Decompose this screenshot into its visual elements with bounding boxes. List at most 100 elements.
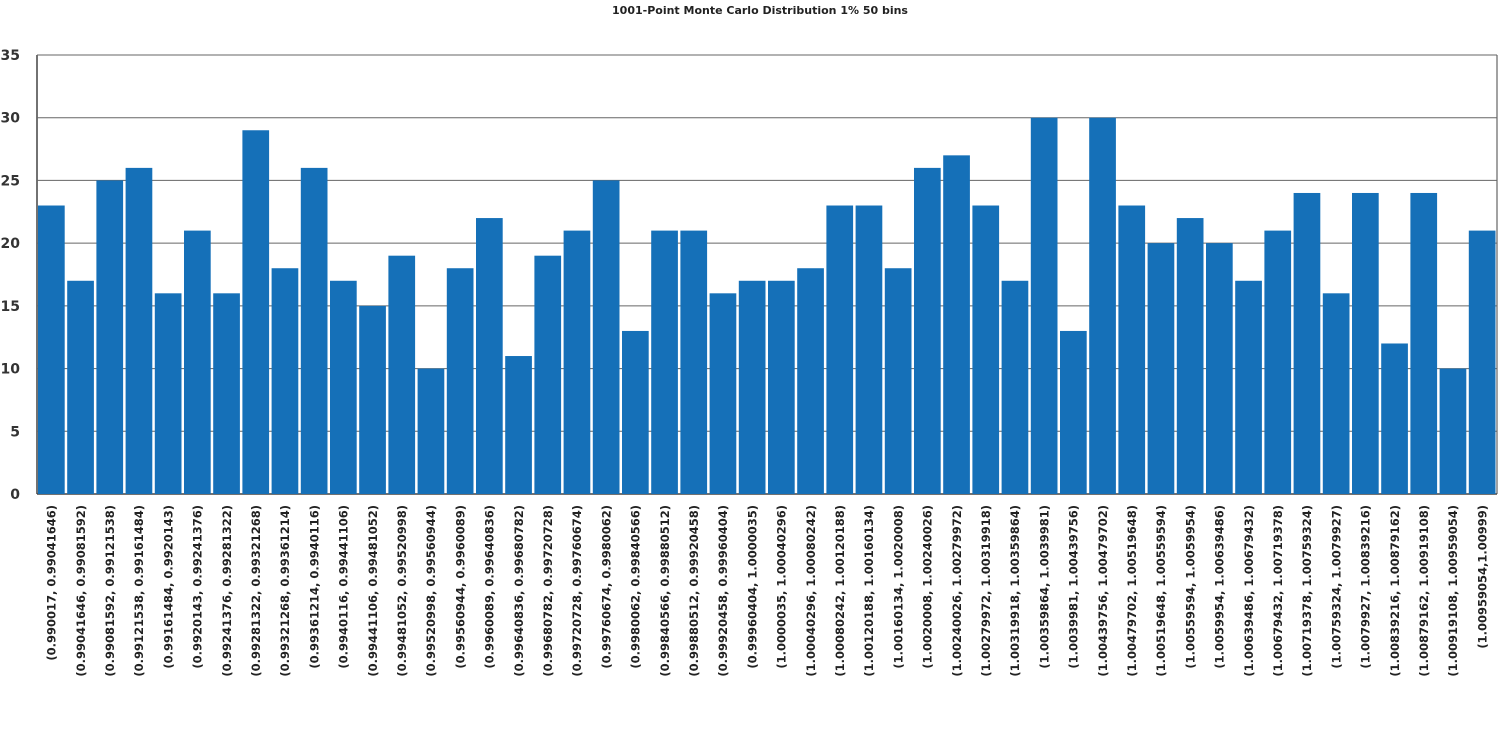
bar bbox=[1147, 243, 1175, 494]
bar bbox=[300, 167, 328, 494]
bar bbox=[38, 205, 65, 494]
x-tick-label: (0.99241376, 0.99281322) bbox=[220, 505, 234, 677]
x-tick-label: (0.99321268, 0.99361214) bbox=[278, 505, 292, 677]
y-tick-label: 15 bbox=[1, 299, 20, 315]
bar bbox=[213, 293, 240, 494]
x-tick-label: (0.99760674, 0.9980062) bbox=[599, 505, 613, 669]
bar bbox=[1381, 343, 1408, 494]
bar bbox=[1264, 230, 1292, 494]
x-tick-label: (0.99680782, 0.99720728) bbox=[541, 505, 555, 677]
x-tick-label: (0.99920458, 0.99960404) bbox=[716, 505, 730, 677]
bar bbox=[797, 268, 824, 494]
bar bbox=[1235, 280, 1262, 494]
y-tick-label: 35 bbox=[1, 48, 20, 64]
bar bbox=[505, 356, 532, 494]
x-tick-label: (1.00919108, 1.00959054) bbox=[1446, 505, 1460, 677]
bar bbox=[242, 130, 270, 494]
bar bbox=[534, 255, 562, 494]
bar bbox=[622, 330, 649, 494]
bar bbox=[67, 280, 94, 494]
bar bbox=[1030, 117, 1058, 494]
bar bbox=[592, 180, 620, 494]
x-tick-label: (1.00120188, 1.00160134) bbox=[862, 505, 876, 677]
x-tick-label: (1.00519648, 1.00559594) bbox=[1154, 505, 1168, 677]
x-tick-label: (1.00959054,1.00999) bbox=[1475, 505, 1489, 649]
bar bbox=[96, 180, 124, 494]
x-tick-label: (1.00160134, 1.0020008) bbox=[891, 505, 905, 669]
bar bbox=[1118, 205, 1146, 494]
x-tick-label: (0.99720728, 0.99760674) bbox=[570, 505, 584, 677]
y-tick-label: 30 bbox=[1, 111, 21, 127]
bar bbox=[855, 205, 883, 494]
bar bbox=[330, 280, 357, 494]
x-tick-label: (0.9940116, 0.99441106) bbox=[337, 505, 351, 669]
bar bbox=[1322, 293, 1350, 494]
y-tick-label: 10 bbox=[1, 362, 21, 378]
x-tick-label: (1.00679432, 1.00719378) bbox=[1271, 505, 1285, 677]
x-tick-label: (1.00279972, 1.00319918) bbox=[979, 505, 993, 677]
x-tick-label: (0.9980062, 0.99840566) bbox=[629, 505, 643, 669]
x-tick-label: (1.00439756, 1.00479702) bbox=[1096, 505, 1110, 677]
bar bbox=[388, 255, 416, 494]
bar bbox=[884, 268, 912, 494]
bar bbox=[1468, 230, 1496, 494]
x-tick-label: (0.99121538, 0.99161484) bbox=[132, 505, 146, 677]
y-tick-label: 0 bbox=[10, 487, 20, 503]
bar bbox=[563, 230, 591, 494]
y-tick-label: 5 bbox=[10, 424, 20, 440]
x-tick-label: (1.00240026, 1.00279972) bbox=[950, 505, 964, 677]
x-tick-label: (0.9960089, 0.99640836) bbox=[483, 505, 497, 669]
bar bbox=[125, 167, 153, 494]
x-tick-label: (0.99481052, 0.99520998) bbox=[395, 505, 409, 677]
x-tick-label: (1.00639486, 1.00679432) bbox=[1242, 505, 1256, 677]
x-tick-label: (0.99361214, 0.9940116) bbox=[307, 505, 321, 669]
x-tick-label: (1.0059954, 1.00639486) bbox=[1213, 505, 1227, 669]
bar bbox=[1410, 192, 1438, 494]
bar bbox=[709, 293, 737, 494]
y-tick-label: 20 bbox=[1, 236, 21, 252]
bar bbox=[446, 268, 474, 494]
bar bbox=[154, 293, 182, 494]
x-tick-label: (1.00359864, 1.0039981) bbox=[1037, 505, 1051, 669]
x-tick-label: (0.99081592, 0.99121538) bbox=[103, 505, 117, 677]
bar bbox=[359, 305, 386, 494]
x-tick-label: (0.99880512, 0.99920458) bbox=[687, 505, 701, 677]
x-tick-label: (0.99041646, 0.99081592) bbox=[74, 505, 88, 677]
x-tick-label: (0.99960404, 1.0000035) bbox=[745, 505, 759, 669]
bar bbox=[271, 268, 299, 494]
x-tick-label: (0.990017, 0.99041646) bbox=[45, 505, 59, 661]
bar bbox=[1352, 192, 1379, 494]
bar bbox=[1001, 280, 1029, 494]
x-tick-label: (0.99840566, 0.99880512) bbox=[658, 505, 672, 677]
x-tick-label: (1.00040296, 1.00080242) bbox=[804, 505, 818, 677]
x-tick-label: (0.99520998, 0.99560944) bbox=[424, 505, 438, 677]
bar bbox=[1439, 368, 1467, 494]
x-tick-label: (1.00319918, 1.00359864) bbox=[1008, 505, 1022, 677]
x-tick-label: (1.00759324, 1.0079927) bbox=[1329, 505, 1343, 669]
x-tick-label: (1.00839216, 1.00879162) bbox=[1388, 505, 1402, 677]
x-tick-label: (0.99161484, 0.9920143) bbox=[161, 505, 175, 669]
x-tick-label: (1.00559594, 1.0059954) bbox=[1183, 505, 1197, 669]
x-tick-label: (0.9920143, 0.99241376) bbox=[191, 505, 205, 669]
x-tick-label: (1.00879162, 1.00919108) bbox=[1417, 505, 1431, 677]
bar bbox=[914, 167, 941, 494]
x-tick-label: (1.0020008, 1.00240026) bbox=[921, 505, 935, 669]
bar bbox=[680, 230, 708, 494]
x-tick-label: (0.99560944, 0.9960089) bbox=[453, 505, 467, 669]
bar bbox=[1293, 192, 1321, 494]
bar bbox=[417, 368, 445, 494]
chart-title: 1001-Point Monte Carlo Distribution 1% 5… bbox=[612, 4, 908, 17]
x-tick-label: (0.99640836, 0.99680782) bbox=[512, 505, 526, 677]
bar bbox=[826, 205, 854, 494]
bar bbox=[1206, 243, 1233, 494]
bar bbox=[1176, 218, 1204, 495]
x-tick-label: (1.00479702, 1.00519648) bbox=[1125, 505, 1139, 677]
x-tick-label: (0.99281322, 0.99321268) bbox=[249, 505, 263, 677]
x-tick-label: (1.00080242, 1.00120188) bbox=[833, 505, 847, 677]
y-tick-label: 25 bbox=[1, 173, 20, 189]
bar bbox=[1060, 330, 1087, 494]
x-tick-label: (1.0000035, 1.00040296) bbox=[775, 505, 789, 669]
bar bbox=[943, 155, 970, 495]
bar bbox=[738, 280, 766, 494]
bar bbox=[184, 230, 211, 494]
